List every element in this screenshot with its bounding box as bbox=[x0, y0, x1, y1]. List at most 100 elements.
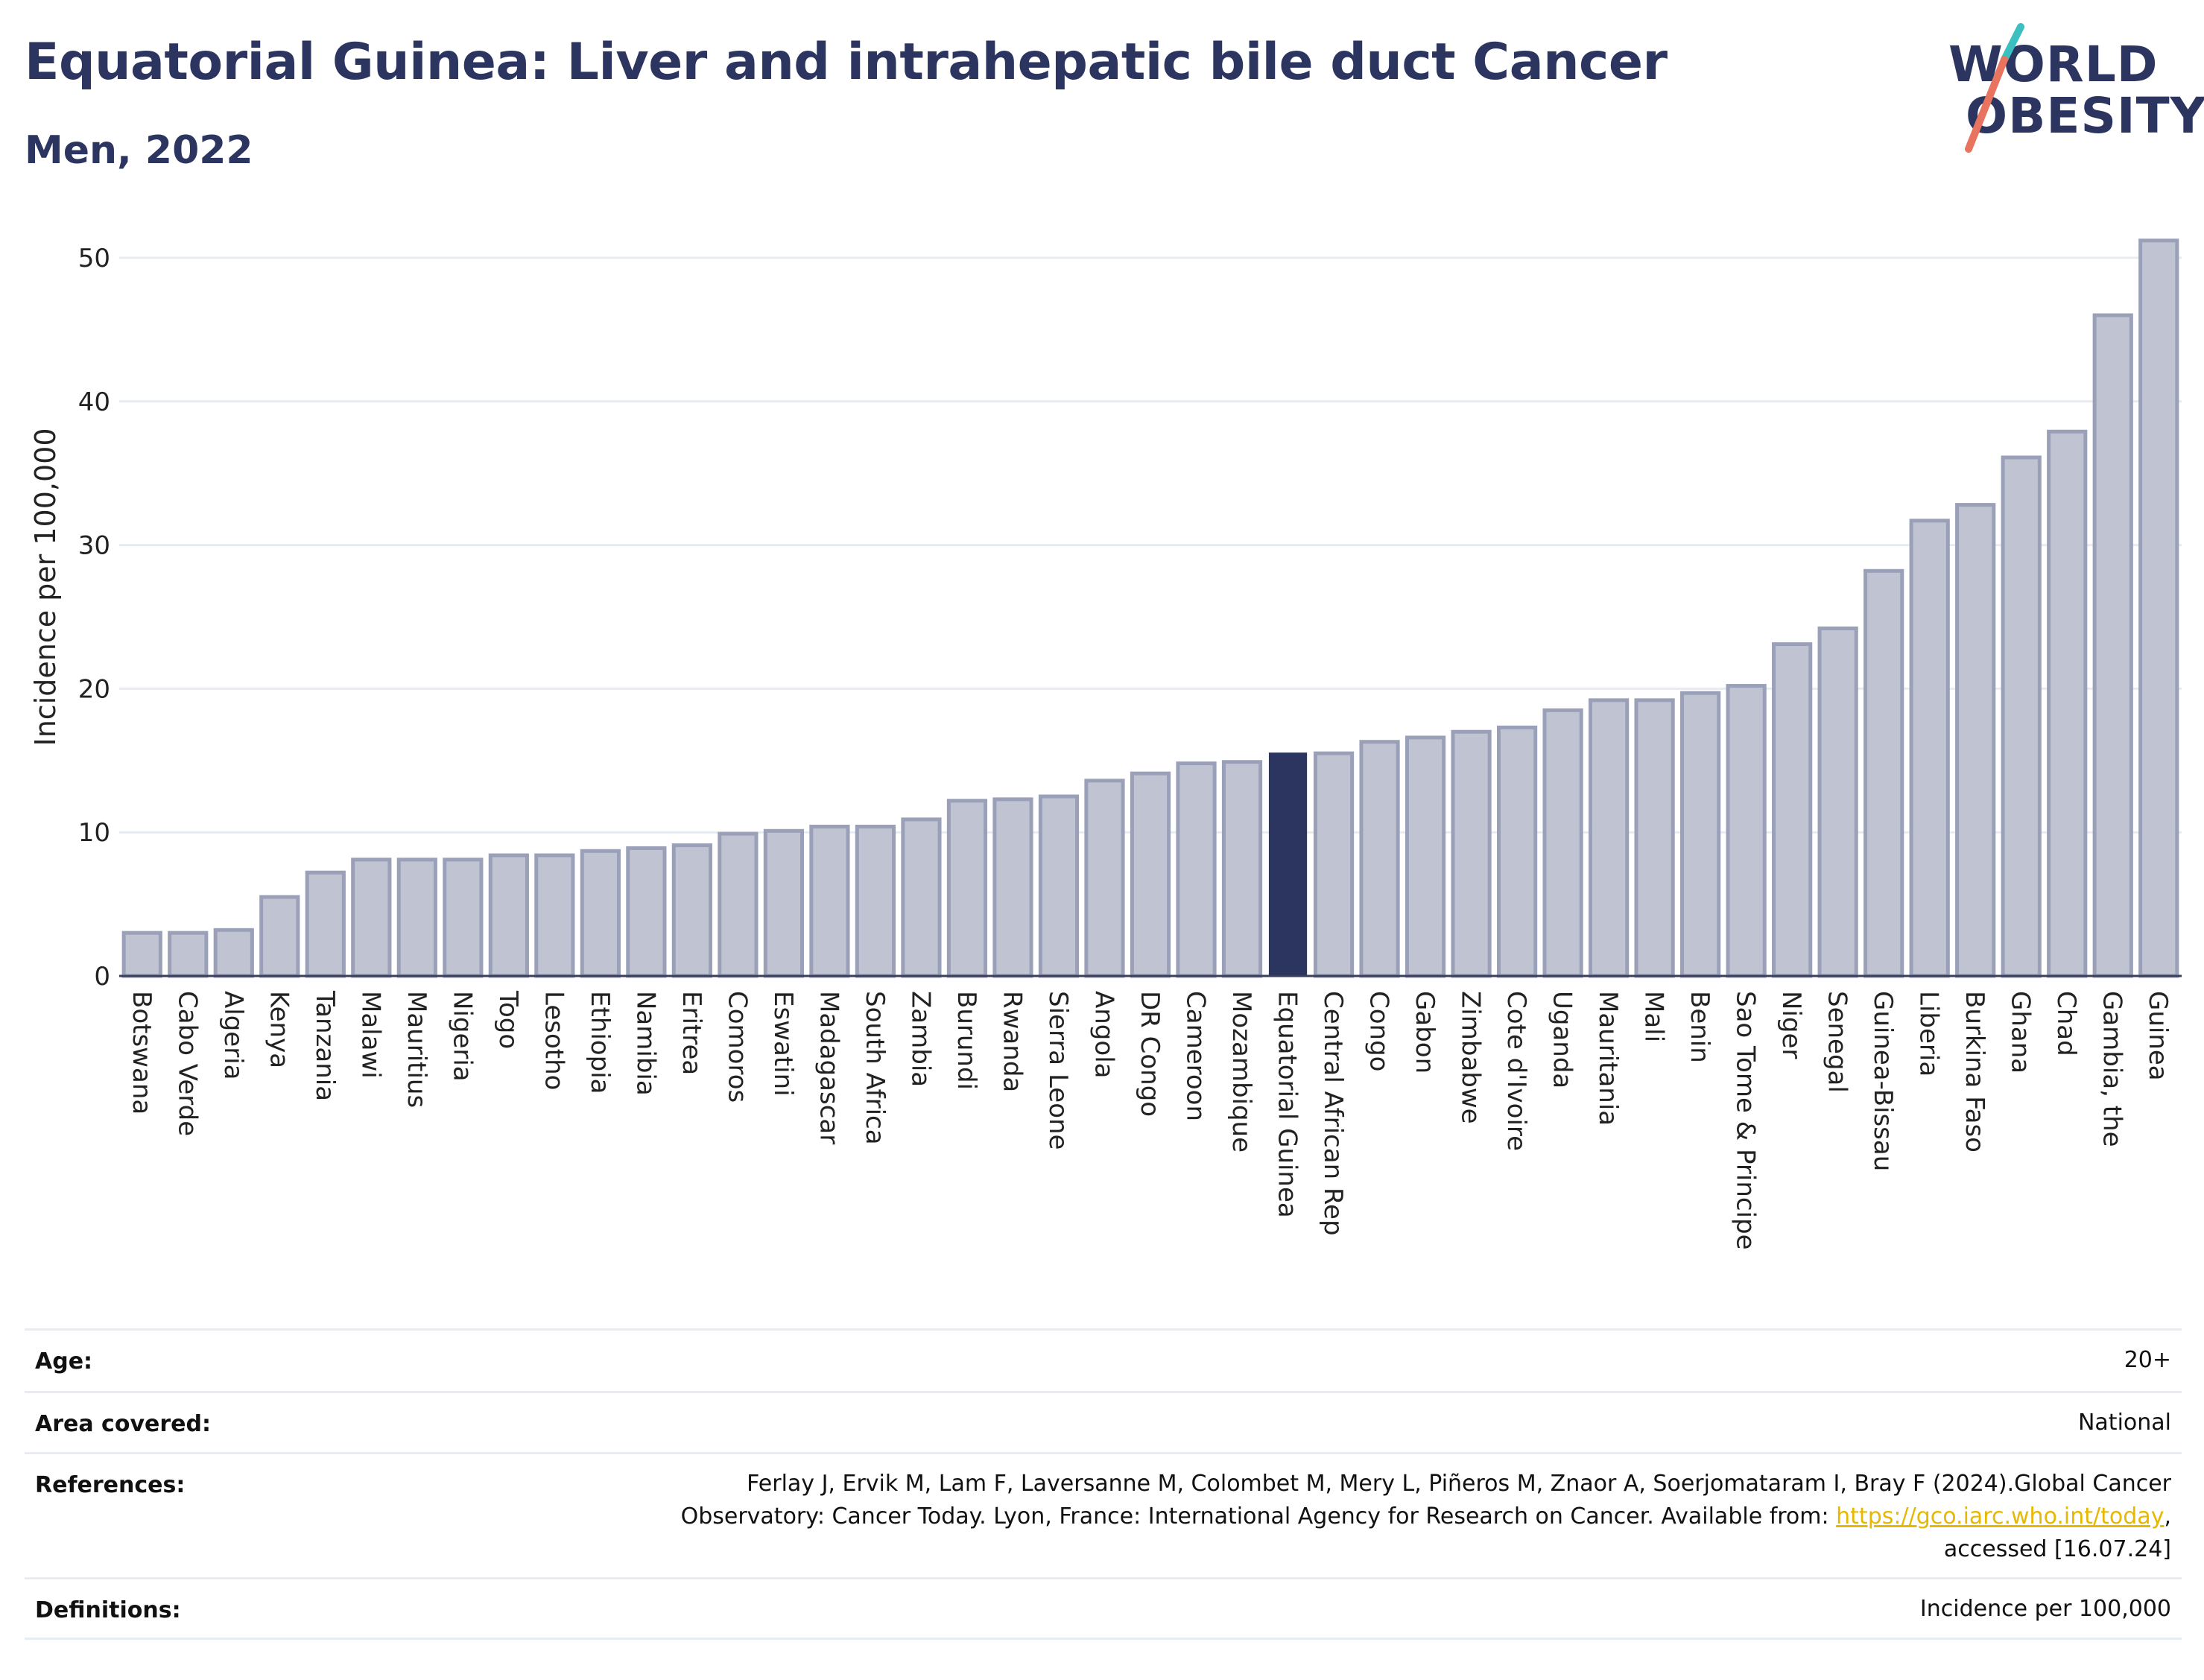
x-tick-label: Malawi bbox=[355, 991, 385, 1079]
bar bbox=[809, 824, 850, 978]
x-tick-label: Rwanda bbox=[997, 991, 1027, 1092]
x-tick-label: Burundi bbox=[951, 991, 981, 1090]
x-tick-label: Angola bbox=[1089, 991, 1118, 1078]
bar bbox=[626, 846, 667, 978]
x-tick-label: Kenya bbox=[264, 991, 294, 1068]
x-tick-label: Chad bbox=[2051, 991, 2081, 1056]
y-tick-label: 50 bbox=[78, 244, 110, 273]
metadata-table: Age: 20+ Area covered: National Referenc… bbox=[25, 1328, 2182, 1640]
x-tick-label: Zimbabwe bbox=[1456, 991, 1486, 1124]
y-tick-label: 20 bbox=[78, 674, 110, 704]
bar bbox=[1863, 568, 1904, 978]
bar bbox=[1589, 698, 1630, 978]
x-tick-label: DR Congo bbox=[1135, 991, 1165, 1117]
x-tick-label: Uganda bbox=[1548, 991, 1577, 1088]
chart-subtitle: Men, 2022 bbox=[25, 128, 253, 173]
bar bbox=[121, 931, 162, 978]
x-tick-label: Comoros bbox=[722, 991, 752, 1103]
bar bbox=[213, 928, 254, 978]
meta-definitions-value: Incidence per 100,000 bbox=[1919, 1596, 2171, 1622]
bar bbox=[1221, 760, 1263, 978]
bar bbox=[1909, 519, 1950, 978]
bar bbox=[168, 931, 209, 978]
meta-row-area: Area covered: National bbox=[25, 1391, 2182, 1452]
bar-chart: 0 10 20 30 40 50 Incidence per 100,000 Botswana… bbox=[29, 238, 2182, 1250]
reference-line-2: Observatory: Cancer Today. Lyon, France:… bbox=[681, 1500, 2171, 1533]
bar bbox=[443, 858, 484, 978]
y-tick-label: 10 bbox=[78, 818, 110, 848]
reference-line-2-end: , bbox=[2164, 1503, 2171, 1530]
x-tick-label: Zambia bbox=[905, 991, 935, 1087]
reference-line-1: Ferlay J, Ervik M, Lam F, Laversanne M, … bbox=[747, 1471, 2171, 1497]
x-tick-label: Tanzania bbox=[310, 990, 340, 1101]
logo-slash-icon bbox=[1965, 23, 2024, 153]
y-axis-title: Incidence per 100,000 bbox=[29, 428, 62, 746]
bar bbox=[1084, 779, 1125, 978]
bar bbox=[1680, 691, 1721, 978]
bar bbox=[1405, 735, 1446, 978]
bar bbox=[2001, 455, 2042, 978]
x-tick-label: Gabon bbox=[1410, 991, 1440, 1074]
bar bbox=[1130, 771, 1171, 978]
world-obesity-logo: WORLD OBESITY bbox=[1937, 21, 2204, 155]
x-tick-label: Lesotho bbox=[539, 991, 569, 1090]
meta-references-value: Ferlay J, Ervik M, Lam F, Laversanne M, … bbox=[681, 1468, 2171, 1566]
x-tick-label: Cameroon bbox=[1181, 991, 1211, 1121]
x-tick-label: Benin bbox=[1685, 991, 1714, 1063]
bar bbox=[671, 843, 712, 978]
meta-row-definitions: Definitions: Incidence per 100,000 bbox=[25, 1577, 2182, 1640]
x-tick-label: Sierra Leone bbox=[1043, 991, 1073, 1150]
bar bbox=[1038, 794, 1080, 978]
x-tick-label: Ghana bbox=[2006, 991, 2036, 1074]
x-tick-label: Guinea bbox=[2143, 991, 2173, 1081]
x-tick-label: Equatorial Guinea bbox=[1273, 991, 1302, 1218]
x-tick-label: Namibia bbox=[630, 991, 660, 1096]
bar bbox=[580, 849, 621, 978]
bar bbox=[1542, 708, 1583, 978]
x-tick-label: Niger bbox=[1776, 991, 1806, 1059]
reference-line-3: accessed [16.07.24] bbox=[1943, 1536, 2171, 1562]
bar bbox=[259, 895, 300, 978]
x-tick-label: Burkina Faso bbox=[1960, 991, 1989, 1153]
meta-row-age: Age: 20+ bbox=[25, 1328, 2182, 1391]
x-tick-label: Cabo Verde bbox=[172, 991, 202, 1136]
bar bbox=[1955, 503, 1996, 978]
x-tick-label: Cote d'Ivoire bbox=[1501, 991, 1531, 1151]
bar-highlighted bbox=[1268, 752, 1308, 977]
meta-area-label: Area covered: bbox=[35, 1411, 211, 1437]
chart-title: Equatorial Guinea: Liver and intrahepati… bbox=[25, 33, 1668, 92]
x-tick-label: Central African Rep bbox=[1318, 991, 1348, 1236]
reference-link[interactable]: https://gco.iarc.who.int/today bbox=[1836, 1503, 2165, 1530]
bar bbox=[1817, 626, 1858, 978]
x-tick-label: Madagascar bbox=[814, 991, 843, 1144]
bar bbox=[396, 858, 437, 978]
x-tick-label: Eswatini bbox=[768, 991, 798, 1097]
bar bbox=[2047, 429, 2088, 978]
bar bbox=[1176, 761, 1217, 978]
bar bbox=[1726, 684, 1767, 978]
x-tick-label: Algeria bbox=[218, 991, 248, 1080]
x-tick-label: Liberia bbox=[1914, 991, 1944, 1077]
bar bbox=[1496, 725, 1538, 978]
x-tick-label: South Africa bbox=[860, 991, 890, 1145]
reference-line-2-text: Observatory: Cancer Today. Lyon, France:… bbox=[680, 1503, 1837, 1530]
bar bbox=[2138, 238, 2179, 978]
bar bbox=[992, 797, 1033, 978]
x-tick-label: Mali bbox=[1639, 991, 1669, 1042]
logo-word-world: WORLD bbox=[1948, 36, 2159, 93]
x-tick-label: Nigeria bbox=[447, 991, 477, 1082]
meta-references-label: References: bbox=[35, 1472, 186, 1498]
bar bbox=[488, 853, 529, 978]
y-tick-label: 30 bbox=[78, 531, 110, 561]
x-tick-label: Sao Tome & Principe bbox=[1731, 991, 1761, 1250]
bar bbox=[718, 831, 759, 978]
bar bbox=[351, 858, 392, 978]
meta-row-references: References: Ferlay J, Ervik M, Lam F, La… bbox=[25, 1452, 2182, 1577]
x-tick-label: Congo bbox=[1364, 991, 1394, 1071]
bar bbox=[2092, 313, 2133, 978]
x-tick-label: Mozambique bbox=[1226, 991, 1256, 1153]
x-tick-label: Senegal bbox=[1823, 991, 1852, 1093]
bar bbox=[1313, 751, 1355, 978]
x-tick-label: Mauritius bbox=[402, 991, 431, 1108]
x-tick-label: Gambia, the bbox=[2097, 991, 2127, 1147]
